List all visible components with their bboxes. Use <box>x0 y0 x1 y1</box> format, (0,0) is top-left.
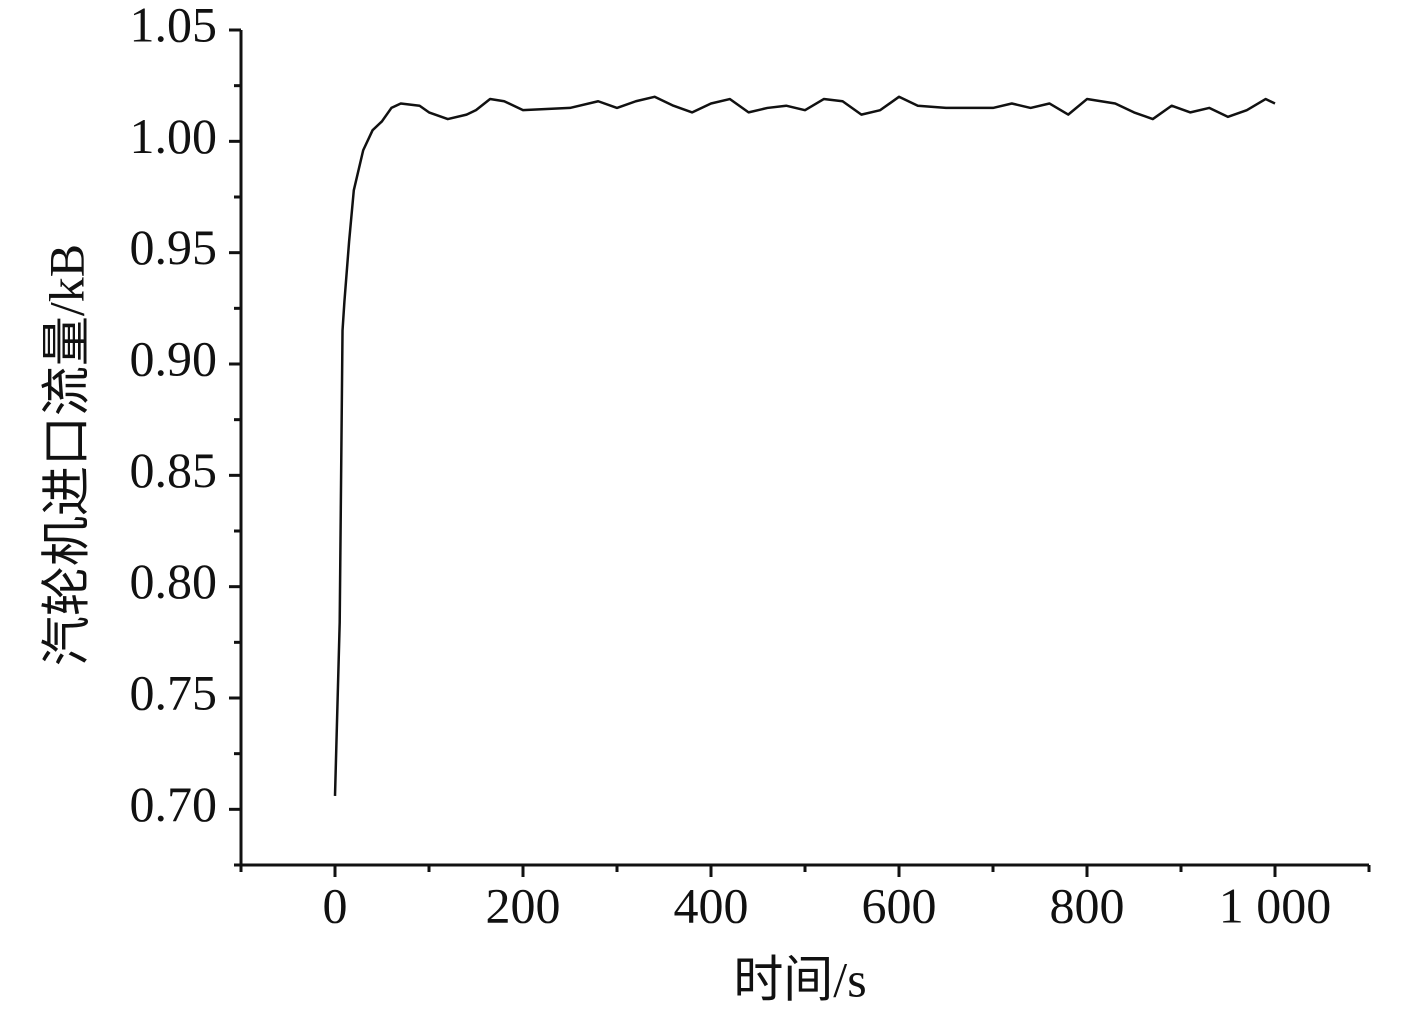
y-tick-label: 1.00 <box>130 108 218 164</box>
x-tick-label: 1 000 <box>1219 877 1332 933</box>
x-tick-label: 400 <box>674 877 749 933</box>
x-tick-label: 600 <box>862 877 937 933</box>
y-tick-label: 1.05 <box>130 0 218 52</box>
x-axis-label: 时间/s <box>733 951 866 1007</box>
y-tick-label: 0.70 <box>130 776 218 832</box>
x-tick-label: 800 <box>1050 877 1125 933</box>
y-axis-label: 汽轮机进口流量/kB <box>38 244 94 666</box>
data-line <box>333 95 1276 797</box>
y-tick-label: 0.85 <box>130 442 218 498</box>
y-tick-label: 0.90 <box>130 330 218 386</box>
y-tick-label: 0.80 <box>130 553 218 609</box>
y-tick-label: 0.95 <box>130 219 218 275</box>
x-tick-label: 0 <box>323 877 348 933</box>
x-tick-label: 200 <box>486 877 561 933</box>
y-tick-label: 0.75 <box>130 664 218 720</box>
